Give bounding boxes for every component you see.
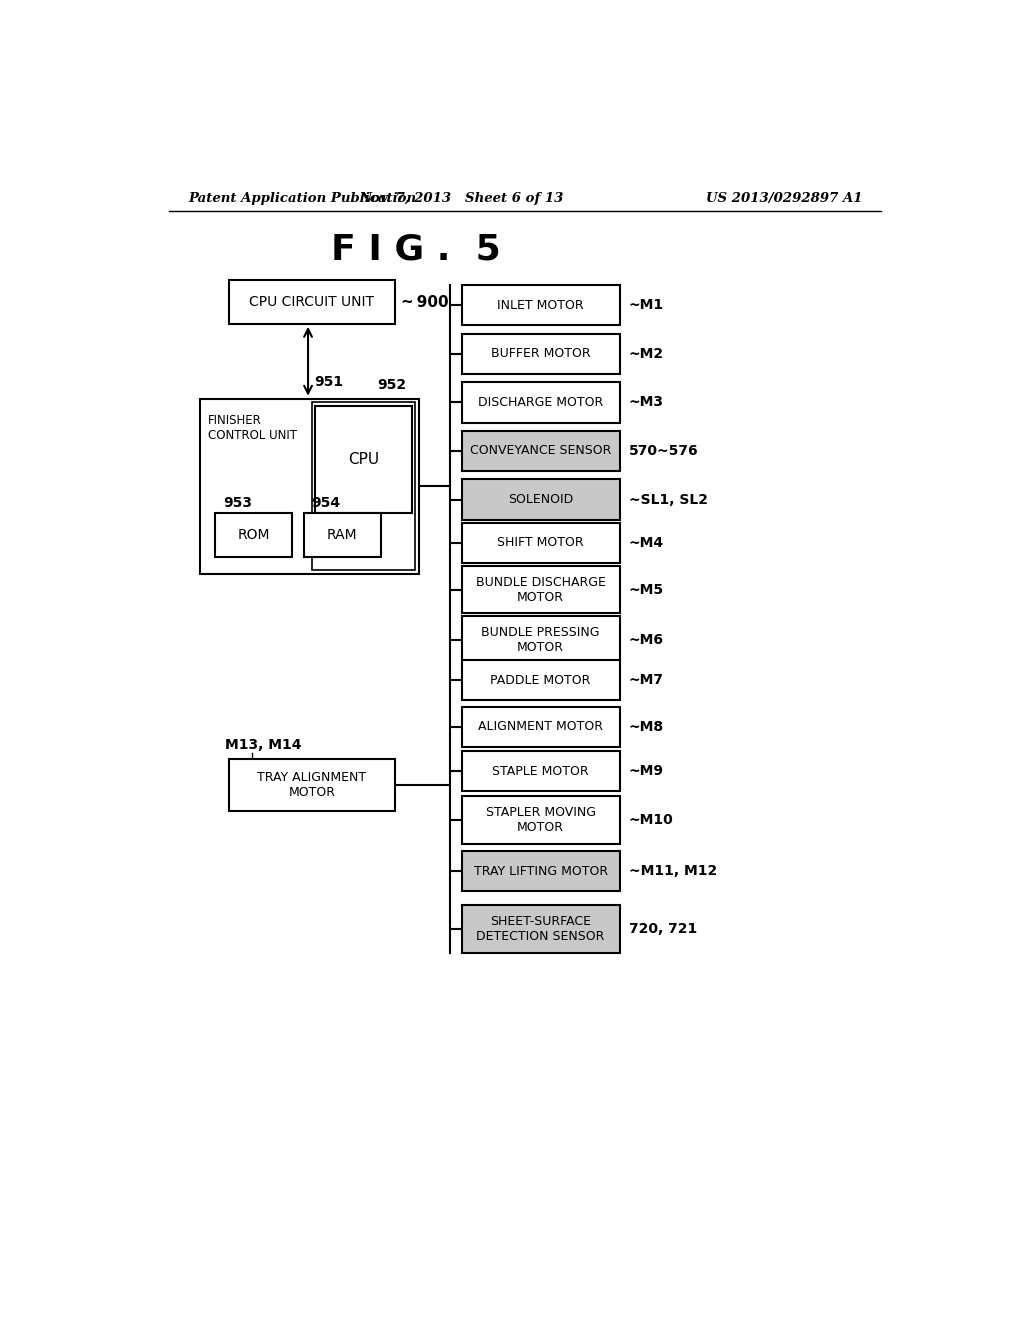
Text: US 2013/0292897 A1: US 2013/0292897 A1	[706, 191, 862, 205]
Bar	[229, 280, 394, 323]
Text: RAM: RAM	[327, 528, 357, 543]
Text: STAPLER MOVING
MOTOR: STAPLER MOVING MOTOR	[485, 805, 596, 834]
Text: ~M11, M12: ~M11, M12	[629, 865, 717, 878]
Text: ~M4: ~M4	[629, 536, 664, 549]
Text: ~M7: ~M7	[629, 673, 664, 688]
Bar	[462, 615, 620, 664]
Text: FINISHER
CONTROL UNIT: FINISHER CONTROL UNIT	[208, 414, 297, 442]
Text: TRAY ALIGNMENT
MOTOR: TRAY ALIGNMENT MOTOR	[257, 771, 367, 799]
Bar	[304, 512, 381, 557]
Bar	[462, 660, 620, 701]
Bar	[462, 906, 620, 953]
Text: BUNDLE DISCHARGE
MOTOR: BUNDLE DISCHARGE MOTOR	[475, 576, 605, 603]
Text: ALIGNMENT MOTOR: ALIGNMENT MOTOR	[478, 721, 603, 733]
Text: CPU: CPU	[348, 451, 379, 467]
Text: SHIFT MOTOR: SHIFT MOTOR	[498, 536, 584, 549]
Text: TRAY LIFTING MOTOR: TRAY LIFTING MOTOR	[473, 865, 607, 878]
Text: 570~576: 570~576	[629, 444, 698, 458]
Text: CONVEYANCE SENSOR: CONVEYANCE SENSOR	[470, 445, 611, 458]
Text: Nov. 7, 2013   Sheet 6 of 13: Nov. 7, 2013 Sheet 6 of 13	[359, 191, 564, 205]
Text: ROM: ROM	[238, 528, 270, 543]
Text: SHEET-SURFACE
DETECTION SENSOR: SHEET-SURFACE DETECTION SENSOR	[476, 915, 605, 944]
Bar	[462, 566, 620, 614]
Text: 954: 954	[311, 496, 341, 511]
Text: 952: 952	[378, 378, 407, 392]
Bar	[462, 706, 620, 747]
Text: ~M2: ~M2	[629, 347, 664, 360]
Text: CPU CIRCUIT UNIT: CPU CIRCUIT UNIT	[250, 294, 375, 309]
Bar	[311, 403, 416, 570]
Bar	[462, 796, 620, 843]
Text: ~ 900: ~ 900	[400, 294, 449, 309]
Text: F I G .  5: F I G . 5	[331, 232, 501, 267]
Bar	[462, 523, 620, 562]
Bar	[200, 399, 419, 574]
Bar	[462, 383, 620, 422]
Text: ~M8: ~M8	[629, 719, 664, 734]
Bar	[229, 759, 394, 812]
Text: ~M6: ~M6	[629, 632, 664, 647]
Text: ~M9: ~M9	[629, 764, 664, 779]
Text: BUNDLE PRESSING
MOTOR: BUNDLE PRESSING MOTOR	[481, 626, 600, 653]
Bar	[215, 512, 292, 557]
Bar	[462, 851, 620, 891]
Bar	[462, 432, 620, 471]
Text: INLET MOTOR: INLET MOTOR	[498, 298, 584, 312]
Text: ~SL1, SL2: ~SL1, SL2	[629, 492, 708, 507]
Text: M13, M14: M13, M14	[225, 738, 302, 752]
Text: ~M1: ~M1	[629, 298, 664, 313]
Text: PADDLE MOTOR: PADDLE MOTOR	[490, 675, 591, 686]
Bar	[462, 334, 620, 374]
Text: ~M5: ~M5	[629, 582, 664, 597]
Text: 720, 721: 720, 721	[629, 923, 697, 936]
Bar	[462, 285, 620, 326]
Text: Patent Application Publication: Patent Application Publication	[188, 191, 417, 205]
Text: 953: 953	[223, 496, 252, 511]
Bar	[315, 407, 412, 512]
Text: STAPLE MOTOR: STAPLE MOTOR	[493, 764, 589, 777]
Bar	[462, 479, 620, 520]
Text: BUFFER MOTOR: BUFFER MOTOR	[490, 347, 591, 360]
Text: ~M3: ~M3	[629, 396, 664, 409]
Bar	[462, 751, 620, 792]
Text: SOLENOID: SOLENOID	[508, 492, 573, 506]
Text: DISCHARGE MOTOR: DISCHARGE MOTOR	[478, 396, 603, 409]
Text: ~M10: ~M10	[629, 813, 674, 826]
Text: 951: 951	[314, 375, 343, 388]
